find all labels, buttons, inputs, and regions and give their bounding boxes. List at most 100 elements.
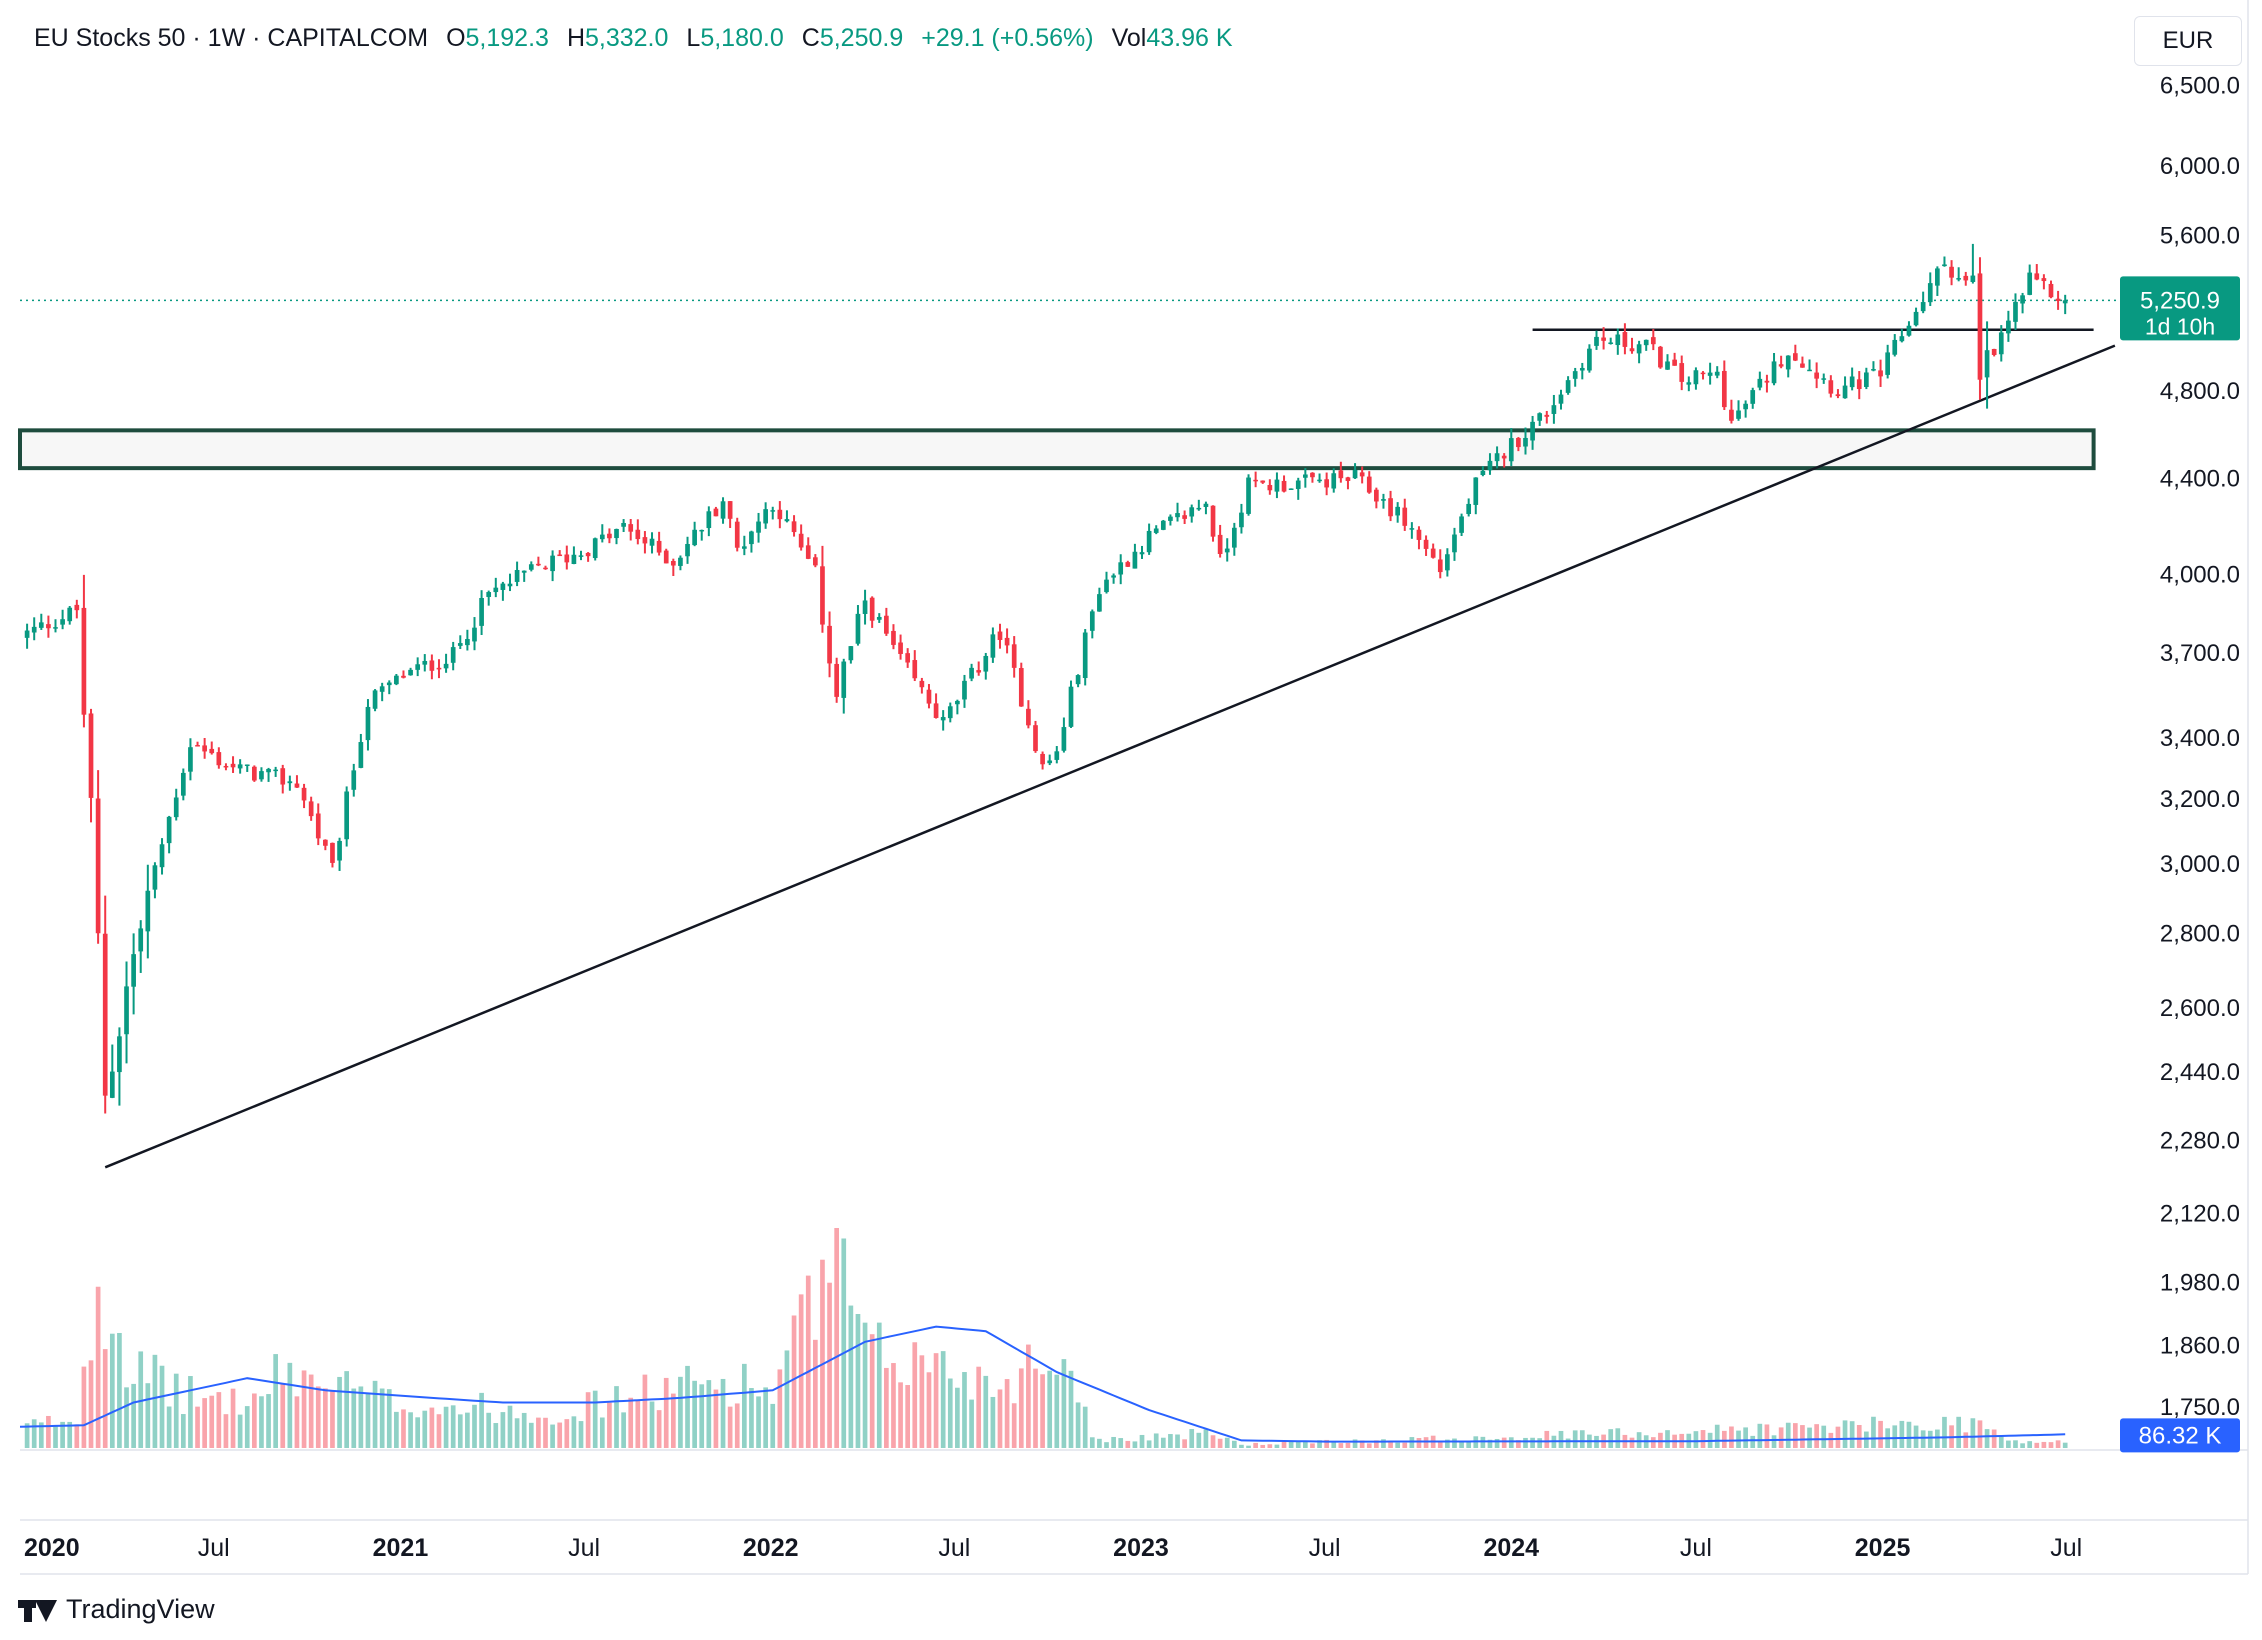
- volume-bar: [1345, 1442, 1351, 1448]
- volume-bar: [912, 1342, 918, 1448]
- candle: [230, 756, 236, 773]
- volume-bar: [386, 1389, 392, 1448]
- candle-body: [131, 954, 136, 987]
- volume-bar: [1800, 1425, 1805, 1448]
- candle-body: [1160, 520, 1166, 530]
- candle: [1416, 526, 1422, 550]
- volume-bar: [663, 1377, 669, 1448]
- open-value: 5,192.3: [465, 23, 549, 52]
- candle: [919, 677, 925, 694]
- candle-body: [1700, 372, 1706, 375]
- candle: [1388, 490, 1393, 522]
- volume-bar: [1075, 1402, 1081, 1448]
- volume-bar: [734, 1403, 740, 1448]
- volume-bar: [1835, 1426, 1841, 1448]
- candle: [1125, 560, 1131, 567]
- volume-bar: [571, 1416, 577, 1448]
- candle: [1146, 523, 1152, 555]
- volume-value: 43.96 K: [1146, 23, 1233, 52]
- candle-body: [195, 745, 200, 747]
- candle-body: [308, 801, 314, 817]
- volume-bar: [408, 1412, 413, 1448]
- candle-body: [2034, 273, 2040, 280]
- volume-bar: [635, 1400, 641, 1448]
- volume-bar: [1984, 1429, 1990, 1448]
- candle-body: [1721, 370, 1727, 408]
- candle-body: [422, 660, 428, 665]
- candle-body: [1977, 273, 1983, 380]
- time-tick-label: Jul: [568, 1534, 600, 1562]
- candle: [1018, 662, 1024, 707]
- volume-bar: [642, 1374, 648, 1448]
- candle: [926, 684, 932, 709]
- volume-bar: [919, 1355, 925, 1448]
- volume-bar: [1231, 1440, 1237, 1448]
- candle-body: [266, 768, 271, 773]
- candle: [280, 764, 286, 794]
- candle-body: [1303, 474, 1308, 478]
- candle: [429, 654, 435, 680]
- volume-bar: [95, 1286, 101, 1448]
- volume-bar: [1665, 1430, 1670, 1448]
- candle-body: [102, 933, 108, 1096]
- currency-button[interactable]: EUR: [2134, 16, 2242, 66]
- candle: [1842, 376, 1848, 399]
- volume-bar: [564, 1419, 570, 1448]
- volume-bar: [230, 1388, 236, 1448]
- volume-bar: [1089, 1437, 1095, 1448]
- volume-bar: [855, 1314, 861, 1448]
- candle: [1004, 628, 1010, 654]
- tradingview-icon: [18, 1598, 58, 1622]
- volume-bar: [1317, 1440, 1322, 1448]
- candle-body: [344, 791, 350, 840]
- candle: [1189, 504, 1195, 523]
- candle-body: [699, 529, 705, 532]
- volume-ma-line: [19, 1325, 2066, 1443]
- volume-bar: [1544, 1430, 1550, 1448]
- candle: [1338, 461, 1344, 483]
- candle-body: [813, 557, 818, 566]
- candle: [621, 519, 626, 532]
- candle: [1501, 453, 1507, 468]
- candle-body: [60, 619, 65, 625]
- open-label: O: [446, 23, 466, 52]
- candle-body: [1587, 348, 1592, 371]
- volume-bar: [1281, 1441, 1287, 1448]
- candle: [656, 531, 662, 556]
- volume-bar: [670, 1393, 676, 1448]
- volume-bar: [1516, 1440, 1521, 1448]
- candle: [1544, 410, 1550, 424]
- tradingview-logo[interactable]: TradingView: [18, 1594, 215, 1625]
- volume-bar: [1437, 1440, 1443, 1448]
- volume-bar: [607, 1402, 612, 1448]
- candle-body: [1565, 380, 1571, 393]
- candle-body: [1040, 753, 1045, 765]
- candle: [1707, 362, 1713, 385]
- candle-body: [443, 663, 449, 669]
- candle-body: [330, 842, 335, 863]
- candle-body: [1821, 378, 1827, 380]
- candle-body: [670, 560, 676, 566]
- candle: [1729, 399, 1734, 424]
- candle: [1736, 400, 1741, 421]
- volume-bar: [1132, 1441, 1138, 1448]
- symbol-title[interactable]: EU Stocks 50 · 1W · CAPITALCOM: [34, 23, 429, 52]
- candle-body: [997, 631, 1003, 640]
- volume-label: Vol: [1111, 23, 1147, 52]
- candle: [1778, 355, 1784, 369]
- candle-body: [585, 552, 591, 557]
- volume-ma-path: [19, 1325, 2066, 1443]
- candle: [1899, 328, 1905, 343]
- candle-body: [599, 534, 605, 540]
- candle: [1636, 340, 1642, 364]
- volume-bar: [1402, 1442, 1408, 1448]
- candle-body: [841, 661, 847, 698]
- volume-bar: [543, 1417, 548, 1448]
- candle-body: [2006, 320, 2011, 334]
- volume-bar: [1579, 1430, 1585, 1448]
- brand-name: TradingView: [66, 1594, 215, 1624]
- candle: [1672, 352, 1677, 366]
- candle-body: [1757, 378, 1763, 388]
- volume-bar: [749, 1388, 754, 1448]
